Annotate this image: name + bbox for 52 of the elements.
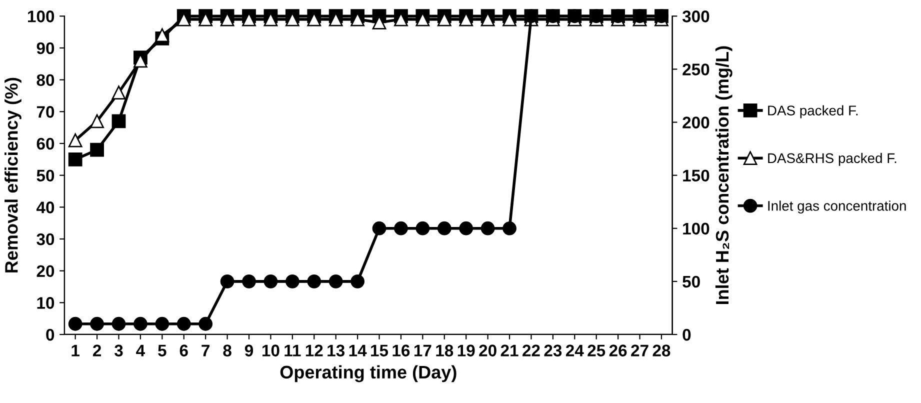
x-tick-label: 14 bbox=[349, 344, 367, 356]
x-tick-label: 5 bbox=[158, 344, 166, 356]
x-tick-label: 4 bbox=[136, 344, 145, 356]
x-tick-label: 10 bbox=[262, 344, 280, 356]
y-tick-label: 70 bbox=[36, 106, 54, 118]
x-tick-label: 2 bbox=[92, 344, 101, 356]
y-axis-title: Removal efficiency (%) bbox=[4, 78, 22, 272]
y-tick-label: 80 bbox=[36, 74, 54, 86]
x-tick-label: 6 bbox=[180, 344, 188, 356]
x-tick-label: 20 bbox=[479, 344, 496, 356]
y2-axis-title: Inlet H₂S concentration (mg/L) bbox=[715, 46, 732, 304]
y2-tick-label: 0 bbox=[682, 328, 691, 341]
x-axis-title: Operating time (Day) bbox=[280, 365, 456, 382]
x-tick-label: 3 bbox=[114, 344, 123, 356]
y2-tick-label: 250 bbox=[682, 64, 710, 76]
y-tick-label: 50 bbox=[36, 170, 54, 182]
y-tick-label: 0 bbox=[46, 328, 54, 341]
x-tick-label: 26 bbox=[609, 344, 627, 356]
y2-tick-label: 200 bbox=[682, 116, 710, 128]
legend-label: DAS&RHS packed F. bbox=[768, 152, 896, 166]
x-tick-label: 11 bbox=[284, 344, 301, 356]
x-tick-label: 19 bbox=[458, 344, 475, 356]
x-tick-label: 24 bbox=[566, 344, 584, 356]
y2-tick-label: 300 bbox=[682, 10, 710, 22]
x-tick-label: 12 bbox=[306, 344, 323, 356]
x-tick-label: 28 bbox=[652, 344, 670, 356]
x-tick-label: 16 bbox=[392, 344, 410, 356]
x-tick-label: 9 bbox=[244, 344, 254, 356]
x-tick-label: 8 bbox=[223, 344, 232, 356]
y-tick-label: 90 bbox=[36, 42, 54, 54]
y-tick-label: 30 bbox=[36, 233, 54, 246]
x-tick-label: 1 bbox=[72, 344, 80, 356]
y-tick-label: 40 bbox=[36, 202, 54, 214]
x-tick-label: 17 bbox=[414, 344, 432, 356]
x-tick-label: 23 bbox=[544, 344, 562, 356]
legend-label: Inlet gas concentration bbox=[768, 200, 906, 214]
y-tick-label: 10 bbox=[37, 297, 54, 309]
y-tick-label: 100 bbox=[28, 10, 54, 22]
x-tick-label: 25 bbox=[588, 344, 606, 356]
y-tick-label: 60 bbox=[36, 138, 54, 150]
x-tick-label: 22 bbox=[522, 344, 540, 356]
y2-tick-label: 50 bbox=[682, 276, 700, 288]
legend-label: DAS packed F. bbox=[768, 105, 858, 118]
x-tick-label: 18 bbox=[436, 344, 454, 356]
x-tick-label: 13 bbox=[328, 344, 345, 356]
y2-tick-label: 150 bbox=[683, 170, 710, 182]
x-tick-label: 7 bbox=[202, 344, 210, 356]
y2-tick-label: 100 bbox=[683, 222, 710, 235]
x-tick-label: 27 bbox=[631, 344, 648, 356]
x-tick-label: 15 bbox=[371, 344, 388, 356]
x-tick-label: 21 bbox=[500, 344, 518, 356]
y-tick-label: 20 bbox=[36, 265, 54, 278]
